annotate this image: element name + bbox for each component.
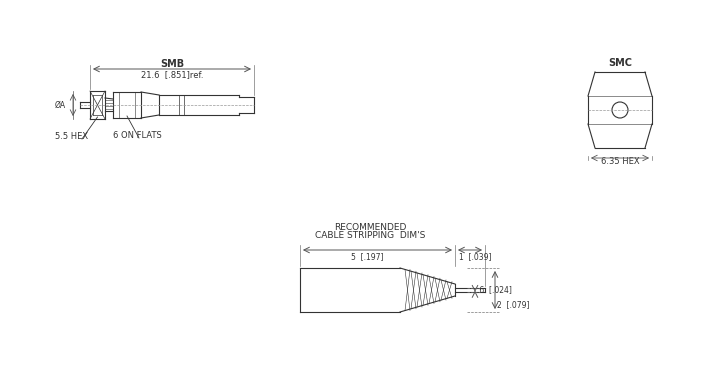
Text: 5  [.197]: 5 [.197] xyxy=(351,252,384,261)
Text: RECOMMENDED: RECOMMENDED xyxy=(334,223,406,232)
Text: 6 ON FLATS: 6 ON FLATS xyxy=(112,131,161,140)
Text: 1  [.039]: 1 [.039] xyxy=(459,252,491,261)
Text: 6.35 HEX: 6.35 HEX xyxy=(600,157,639,166)
Text: ØA: ØA xyxy=(55,101,66,110)
Text: .6  [.024]: .6 [.024] xyxy=(477,285,512,294)
Text: SMC: SMC xyxy=(608,58,632,68)
Text: 2  [.079]: 2 [.079] xyxy=(497,300,529,309)
Text: SMB: SMB xyxy=(160,59,184,69)
Text: 5.5 HEX: 5.5 HEX xyxy=(55,132,89,141)
Text: 21.6  [.851]ref.: 21.6 [.851]ref. xyxy=(140,70,203,79)
Text: CABLE STRIPPING  DIM'S: CABLE STRIPPING DIM'S xyxy=(315,231,426,240)
